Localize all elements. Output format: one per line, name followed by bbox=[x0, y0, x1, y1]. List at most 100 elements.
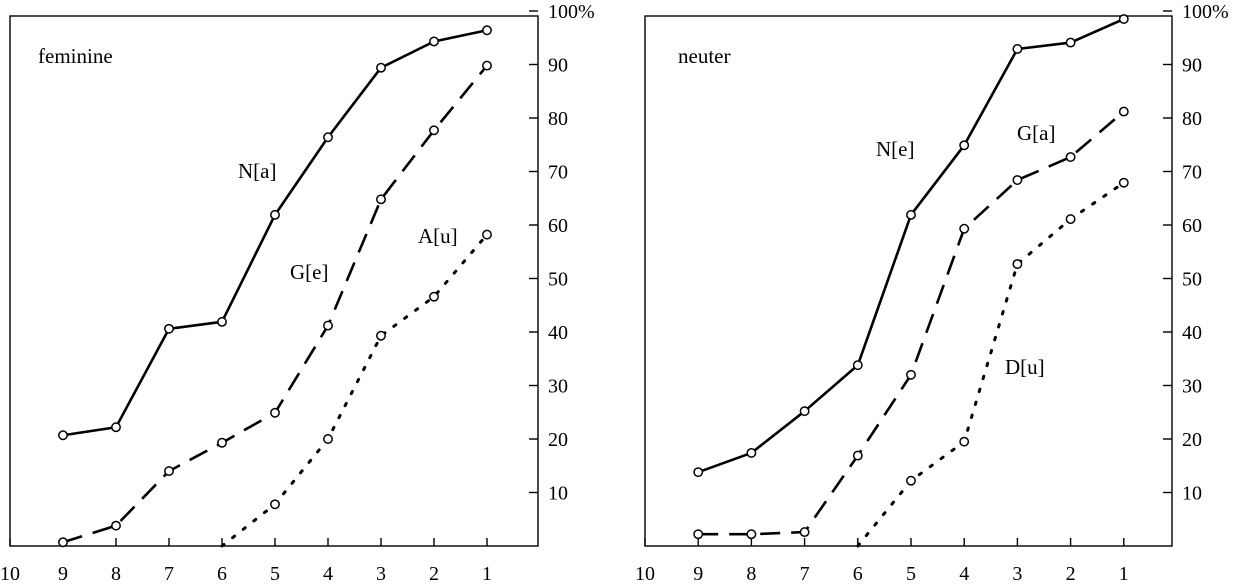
series-label-a-u: A[u] bbox=[418, 224, 458, 248]
data-point-n-a bbox=[323, 132, 333, 143]
y-tick-label: 70 bbox=[1182, 162, 1202, 184]
y-tick-label: 80 bbox=[548, 108, 568, 130]
data-point-n-a bbox=[429, 36, 439, 47]
panel-title: neuter bbox=[678, 44, 730, 68]
y-tick-label: 40 bbox=[548, 322, 568, 344]
data-point-n-e bbox=[693, 467, 704, 478]
y-tick-label: 30 bbox=[1182, 376, 1202, 398]
y-tick-label: 20 bbox=[1182, 429, 1202, 451]
x-tick-label: 10 bbox=[0, 563, 20, 585]
y-tick-label: 30 bbox=[548, 376, 568, 398]
data-point-n-e bbox=[1065, 37, 1076, 48]
panel-title: feminine bbox=[38, 44, 113, 68]
data-point-g-e bbox=[429, 125, 439, 136]
data-point-n-a bbox=[111, 422, 121, 433]
x-tick-label: 1 bbox=[1119, 563, 1129, 585]
y-tick-label: 50 bbox=[548, 269, 568, 291]
data-point-n-e bbox=[959, 140, 970, 151]
data-point-a-u bbox=[323, 434, 333, 444]
data-point-d-u bbox=[1012, 259, 1023, 270]
series-label-g-a: G[a] bbox=[1017, 121, 1055, 145]
x-tick-label: 8 bbox=[746, 563, 756, 585]
data-point-g-e bbox=[323, 320, 333, 331]
data-point-g-e bbox=[164, 466, 174, 477]
data-point-g-a bbox=[1118, 106, 1129, 117]
x-tick-label: 9 bbox=[693, 563, 703, 585]
x-tick-label: 4 bbox=[323, 563, 333, 585]
data-point-g-e bbox=[58, 537, 68, 548]
x-tick-label: 3 bbox=[376, 563, 386, 585]
x-tick-label: 6 bbox=[853, 563, 863, 585]
data-point-g-a bbox=[959, 223, 970, 234]
data-point-n-a bbox=[270, 209, 280, 220]
data-point-g-a bbox=[693, 529, 704, 540]
data-point-n-e bbox=[799, 406, 810, 417]
y-tick-label: 80 bbox=[1182, 108, 1202, 130]
x-tick-label: 1 bbox=[482, 563, 492, 585]
data-point-n-e bbox=[1012, 44, 1023, 54]
data-point-n-e bbox=[1118, 14, 1129, 24]
data-point-d-u bbox=[1118, 177, 1129, 188]
data-point-g-a bbox=[746, 529, 757, 540]
y-tick-label: 60 bbox=[548, 215, 568, 237]
data-point-n-a bbox=[217, 316, 227, 327]
data-point-g-a bbox=[906, 369, 916, 380]
y-tick-label: 100% bbox=[548, 1, 595, 23]
data-point-n-a bbox=[58, 430, 68, 441]
y-tick-label: 50 bbox=[1182, 269, 1202, 291]
series-label-n-a: N[a] bbox=[238, 159, 276, 183]
data-point-a-u bbox=[270, 499, 280, 510]
y-tick-label: 100% bbox=[1182, 1, 1229, 23]
y-tick-label: 10 bbox=[1182, 483, 1202, 505]
x-tick-label: 6 bbox=[217, 563, 227, 585]
x-tick-label: 8 bbox=[111, 563, 121, 585]
series-line-a-u bbox=[220, 233, 489, 548]
x-tick-label: 4 bbox=[959, 563, 969, 585]
x-tick-label: 2 bbox=[429, 563, 439, 585]
y-tick-label: 10 bbox=[548, 483, 568, 505]
data-point-g-e bbox=[376, 194, 386, 205]
series-label-g-e: G[e] bbox=[290, 260, 328, 284]
x-tick-label: 7 bbox=[800, 563, 810, 585]
plot-frame bbox=[644, 15, 1173, 547]
data-point-g-a bbox=[799, 527, 810, 538]
data-point-d-u bbox=[906, 475, 916, 486]
x-tick-label: 7 bbox=[164, 563, 174, 585]
data-point-g-e bbox=[482, 60, 492, 71]
series-line-n-e bbox=[697, 17, 1125, 474]
x-tick-label: 3 bbox=[1012, 563, 1022, 585]
y-tick-label: 70 bbox=[548, 162, 568, 184]
y-tick-label: 90 bbox=[548, 55, 568, 77]
series-line-g-a bbox=[698, 110, 1125, 536]
x-tick-label: 2 bbox=[1066, 563, 1076, 585]
y-tick-label: 40 bbox=[1182, 322, 1202, 344]
data-point-n-a bbox=[376, 62, 386, 73]
series-label-n-e: N[e] bbox=[876, 137, 914, 161]
data-point-g-e bbox=[217, 437, 227, 448]
y-tick-label: 60 bbox=[1182, 215, 1202, 237]
data-point-n-a bbox=[164, 323, 174, 334]
plot-frame bbox=[9, 15, 539, 547]
y-tick-label: 90 bbox=[1182, 55, 1202, 77]
data-point-n-e bbox=[746, 447, 757, 458]
data-point-g-a bbox=[852, 450, 863, 461]
series-label-d-u: D[u] bbox=[1005, 355, 1045, 379]
data-point-n-a bbox=[482, 25, 492, 36]
series-line-g-e bbox=[62, 64, 489, 544]
series-line-d-u bbox=[856, 181, 1126, 548]
feminine-panel: 10 9 8 7 6 5 4 3 2 1 10 20 30 40 50 60 70 80 90 100% feminin… bbox=[0, 1, 595, 585]
y-tick-label: 20 bbox=[548, 429, 568, 451]
data-point-a-u bbox=[376, 330, 386, 341]
data-point-g-e bbox=[111, 520, 121, 531]
x-tick-label: 5 bbox=[906, 563, 916, 585]
data-point-n-e bbox=[906, 209, 916, 220]
data-point-g-e bbox=[270, 407, 280, 418]
x-tick-label: 10 bbox=[635, 563, 655, 585]
data-point-g-a bbox=[1065, 152, 1076, 163]
data-point-n-e bbox=[852, 360, 863, 371]
data-point-d-u bbox=[1065, 214, 1076, 225]
neuter-panel: 10 9 8 7 6 5 4 3 2 1 10 20 30 40 50 60 70 80 90 100% neuter N… bbox=[635, 1, 1229, 585]
x-tick-label: 5 bbox=[270, 563, 280, 585]
data-point-a-u bbox=[429, 291, 439, 302]
